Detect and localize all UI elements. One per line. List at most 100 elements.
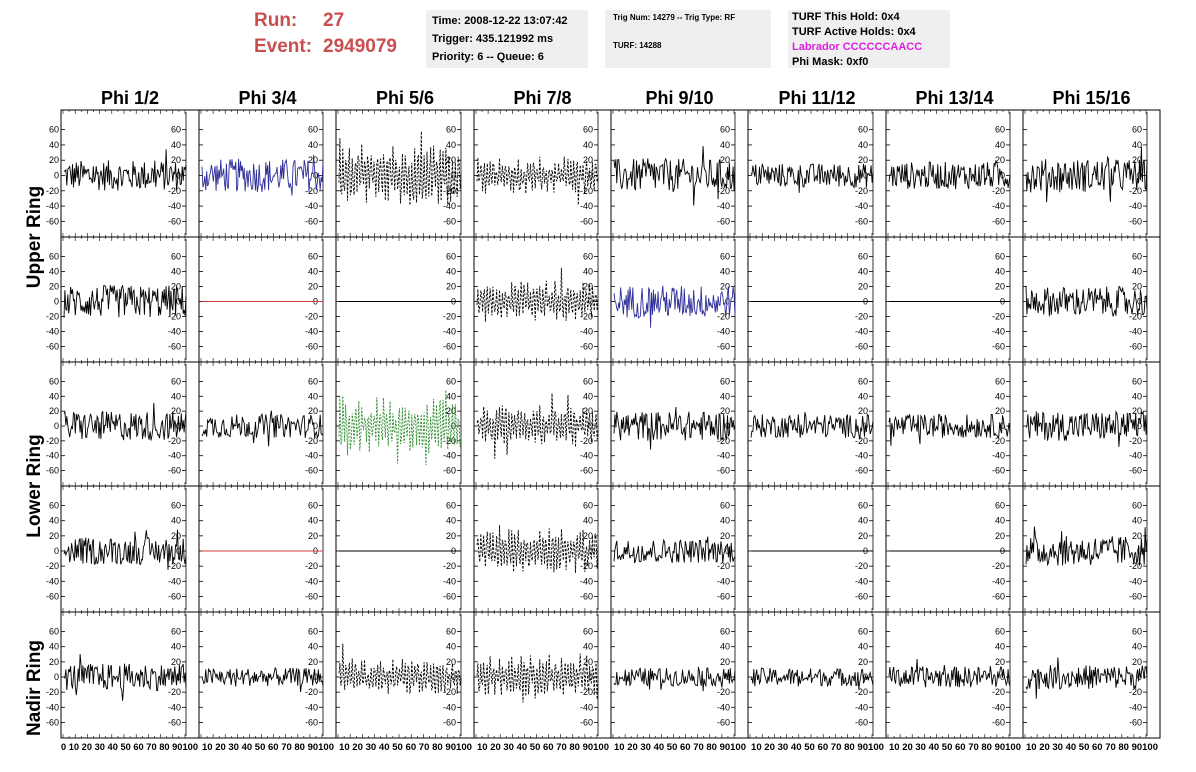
column-header: Phi 9/10 bbox=[645, 88, 713, 108]
y-tick-label-right: 20 bbox=[995, 531, 1005, 541]
y-tick-label-right: 40 bbox=[308, 140, 318, 150]
y-tick-label-right: 60 bbox=[1132, 376, 1142, 386]
y-tick-label-right: 60 bbox=[995, 125, 1005, 135]
waveform-trace bbox=[476, 393, 599, 459]
y-tick-label-right: -40 bbox=[855, 576, 868, 586]
y-tick-label: -40 bbox=[46, 702, 59, 712]
y-tick-label-right: 40 bbox=[1132, 642, 1142, 652]
panel-r2-c1: 60 40 20 0 -20 -40 -60 bbox=[198, 361, 337, 487]
y-tick-label-right: 40 bbox=[995, 267, 1005, 277]
y-tick-label-right: 60 bbox=[995, 627, 1005, 637]
y-tick-label-right: 20 bbox=[995, 282, 1005, 292]
y-tick-label-right: -60 bbox=[717, 342, 730, 352]
y-tick-label-right: 40 bbox=[446, 516, 456, 526]
y-tick-label: 40 bbox=[49, 642, 59, 652]
y-tick-label-right: -20 bbox=[168, 312, 181, 322]
y-tick-label-right: -20 bbox=[168, 436, 181, 446]
y-tick-label-right: -40 bbox=[305, 576, 318, 586]
y-tick-label-right: -60 bbox=[168, 591, 181, 601]
x-axis-label: 10 20 30 40 50 60 70 80 90100 bbox=[1026, 742, 1158, 753]
y-tick-label-right: 40 bbox=[171, 140, 181, 150]
y-tick-label: 0 bbox=[54, 672, 59, 682]
waveform-trace bbox=[750, 667, 874, 690]
y-tick-label-right: 0 bbox=[176, 171, 181, 181]
y-tick-label-right: -20 bbox=[992, 312, 1005, 322]
y-tick-label-right: -40 bbox=[443, 576, 456, 586]
y-tick-label-right: 40 bbox=[308, 516, 318, 526]
y-tick-label-right: 40 bbox=[171, 267, 181, 277]
waveform-trace bbox=[613, 285, 736, 328]
y-tick-label-right: 40 bbox=[1132, 267, 1142, 277]
y-tick-label-right: -40 bbox=[580, 451, 593, 461]
y-tick-label-right: 20 bbox=[1132, 406, 1142, 416]
y-tick-label-right: 40 bbox=[720, 391, 730, 401]
y-tick-label-right: 40 bbox=[995, 391, 1005, 401]
waveform-trace bbox=[888, 658, 1011, 688]
waveform-trace bbox=[888, 414, 1011, 446]
run-value: 27 bbox=[323, 10, 345, 31]
y-tick-label: -20 bbox=[46, 312, 59, 322]
y-tick-label: 0 bbox=[54, 421, 59, 431]
y-tick-label-right: -60 bbox=[168, 216, 181, 226]
y-tick-label-right: -60 bbox=[992, 466, 1005, 476]
y-tick-label-right: -20 bbox=[443, 186, 456, 196]
waveform-trace bbox=[476, 156, 599, 206]
y-tick-label: 20 bbox=[49, 406, 59, 416]
y-tick-label-right: -40 bbox=[305, 702, 318, 712]
y-tick-label-right: -60 bbox=[580, 591, 593, 601]
y-tick-label-right: 60 bbox=[720, 252, 730, 262]
phi-mask-text: Phi Mask: 0xf0 bbox=[792, 56, 869, 68]
y-tick-label-right: 20 bbox=[720, 282, 730, 292]
y-tick-label-right: 20 bbox=[583, 531, 593, 541]
y-tick-label-right: 60 bbox=[583, 125, 593, 135]
y-tick-label-right: -20 bbox=[1129, 312, 1142, 322]
y-tick-label-right: -60 bbox=[580, 717, 593, 727]
y-tick-label-right: -20 bbox=[992, 186, 1005, 196]
y-tick-label-right: 20 bbox=[583, 657, 593, 667]
y-tick-label-right: 40 bbox=[308, 391, 318, 401]
y-tick-label-right: -60 bbox=[1129, 717, 1142, 727]
y-tick-label-right: 40 bbox=[171, 642, 181, 652]
y-tick-label-right: -20 bbox=[717, 312, 730, 322]
y-tick-label: -40 bbox=[46, 451, 59, 461]
y-tick-label-right: 40 bbox=[1132, 140, 1142, 150]
y-tick-label: 60 bbox=[49, 501, 59, 511]
y-tick-label-right: 40 bbox=[583, 140, 593, 150]
y-tick-label-right: -40 bbox=[168, 576, 181, 586]
y-tick-label-right: -20 bbox=[855, 436, 868, 446]
y-tick-label-right: -60 bbox=[443, 591, 456, 601]
y-tick-label-right: 60 bbox=[171, 627, 181, 637]
run-event-header: Run: 27 Event: 2949079 bbox=[248, 8, 418, 68]
y-tick-label-right: 60 bbox=[583, 376, 593, 386]
y-tick-label: -60 bbox=[46, 717, 59, 727]
row-label: Upper Ring bbox=[24, 186, 45, 288]
column-header: Phi 13/14 bbox=[915, 88, 993, 108]
y-tick-label-right: 0 bbox=[725, 297, 730, 307]
y-tick-label-right: 20 bbox=[171, 406, 181, 416]
y-tick-label-right: 20 bbox=[308, 531, 318, 541]
y-tick-label-right: -40 bbox=[992, 201, 1005, 211]
y-tick-label: 40 bbox=[49, 267, 59, 277]
y-tick-label-right: 20 bbox=[1132, 155, 1142, 165]
y-tick-label-right: 20 bbox=[720, 657, 730, 667]
priority-text: Priority: 6 -- Queue: 6 bbox=[432, 51, 544, 63]
row-label: Nadir Ring bbox=[24, 640, 45, 736]
y-tick-label-right: 60 bbox=[171, 376, 181, 386]
y-tick-label-right: -40 bbox=[580, 702, 593, 712]
y-tick-label-right: -20 bbox=[580, 312, 593, 322]
y-tick-label-right: 20 bbox=[308, 657, 318, 667]
y-tick-label-right: 0 bbox=[176, 297, 181, 307]
y-tick-label-right: -40 bbox=[168, 201, 181, 211]
y-tick-label-right: -60 bbox=[717, 216, 730, 226]
column-header: Phi 3/4 bbox=[238, 88, 296, 108]
y-tick-label-right: 40 bbox=[995, 642, 1005, 652]
y-tick-label-right: 20 bbox=[995, 406, 1005, 416]
y-tick-label-right: 40 bbox=[858, 267, 868, 277]
y-tick-label-right: 20 bbox=[583, 155, 593, 165]
y-tick-label-right: 20 bbox=[171, 155, 181, 165]
y-tick-label-right: -60 bbox=[580, 466, 593, 476]
y-tick-label: -20 bbox=[46, 687, 59, 697]
